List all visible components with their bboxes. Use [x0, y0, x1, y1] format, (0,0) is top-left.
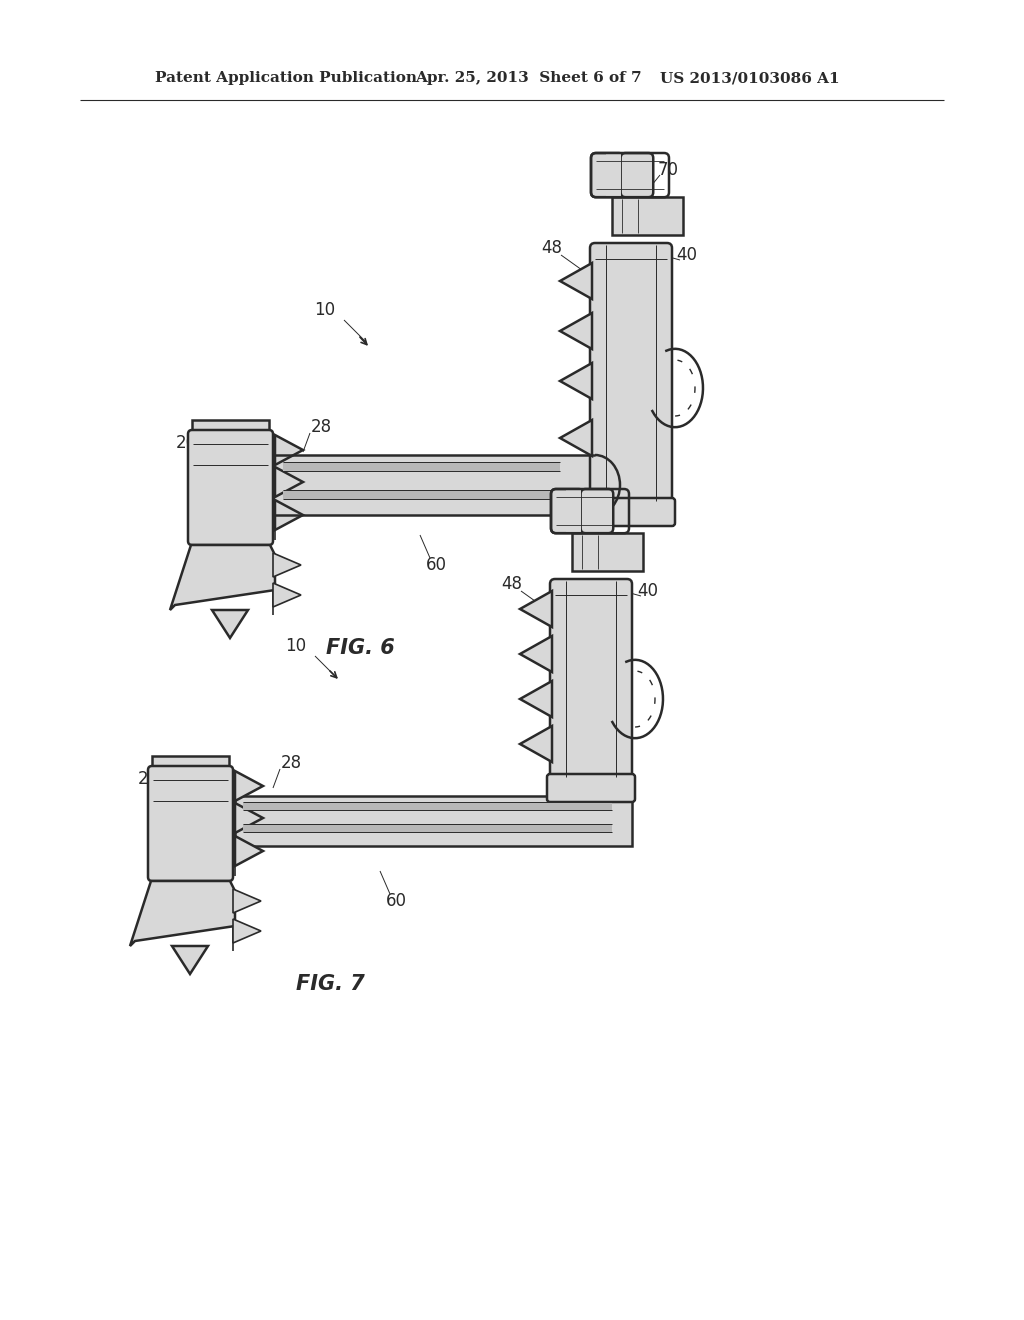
Bar: [570, 455, 595, 515]
Polygon shape: [560, 263, 592, 300]
Polygon shape: [275, 455, 595, 515]
Polygon shape: [273, 553, 301, 577]
Text: 40: 40: [638, 582, 658, 601]
Polygon shape: [130, 880, 234, 946]
FancyBboxPatch shape: [591, 153, 624, 197]
Bar: [243, 824, 612, 832]
Polygon shape: [234, 836, 263, 866]
Polygon shape: [234, 803, 263, 833]
Text: 28: 28: [281, 754, 301, 772]
Bar: [283, 462, 560, 471]
Text: FIG. 6: FIG. 6: [326, 638, 394, 657]
Text: Patent Application Publication: Patent Application Publication: [155, 71, 417, 84]
Text: 40: 40: [677, 246, 697, 264]
Polygon shape: [560, 420, 592, 455]
FancyBboxPatch shape: [587, 498, 675, 525]
FancyBboxPatch shape: [188, 430, 273, 545]
Polygon shape: [520, 636, 552, 672]
Bar: [572, 533, 643, 572]
FancyBboxPatch shape: [581, 488, 613, 533]
Text: Apr. 25, 2013  Sheet 6 of 7: Apr. 25, 2013 Sheet 6 of 7: [415, 71, 642, 84]
Text: 20: 20: [137, 770, 159, 788]
FancyBboxPatch shape: [551, 488, 584, 533]
Bar: [606, 153, 621, 197]
Polygon shape: [560, 363, 592, 399]
Polygon shape: [212, 610, 248, 638]
Polygon shape: [233, 919, 261, 942]
Text: 48: 48: [542, 239, 562, 257]
FancyBboxPatch shape: [590, 243, 672, 503]
Polygon shape: [275, 436, 303, 465]
Polygon shape: [172, 946, 208, 974]
Text: 10: 10: [286, 638, 306, 655]
Polygon shape: [520, 591, 552, 627]
Polygon shape: [233, 888, 261, 913]
Bar: [566, 488, 581, 533]
Polygon shape: [170, 545, 275, 610]
FancyBboxPatch shape: [621, 153, 653, 197]
Text: 60: 60: [426, 556, 446, 574]
Text: 28: 28: [310, 418, 332, 436]
Text: 70: 70: [623, 498, 643, 515]
Text: —66: —66: [603, 540, 641, 558]
Polygon shape: [234, 771, 263, 801]
Bar: [152, 756, 229, 770]
Text: 20: 20: [175, 434, 197, 451]
Polygon shape: [275, 500, 303, 531]
Text: 60: 60: [385, 892, 407, 909]
Text: 66: 66: [611, 540, 633, 558]
Polygon shape: [520, 726, 552, 762]
Polygon shape: [275, 467, 303, 498]
Bar: [283, 490, 560, 499]
Polygon shape: [520, 681, 552, 717]
Text: 70: 70: [657, 161, 679, 180]
Bar: [193, 420, 269, 433]
Text: 10: 10: [314, 301, 336, 319]
Bar: [234, 796, 632, 846]
Bar: [243, 803, 612, 810]
Text: 48: 48: [502, 576, 522, 593]
Polygon shape: [273, 583, 301, 607]
Bar: [612, 197, 683, 235]
Text: FIG. 7: FIG. 7: [296, 974, 365, 994]
FancyBboxPatch shape: [550, 579, 632, 779]
Polygon shape: [560, 313, 592, 348]
FancyBboxPatch shape: [547, 774, 635, 803]
FancyBboxPatch shape: [148, 766, 233, 880]
Text: US 2013/0103086 A1: US 2013/0103086 A1: [660, 71, 840, 84]
